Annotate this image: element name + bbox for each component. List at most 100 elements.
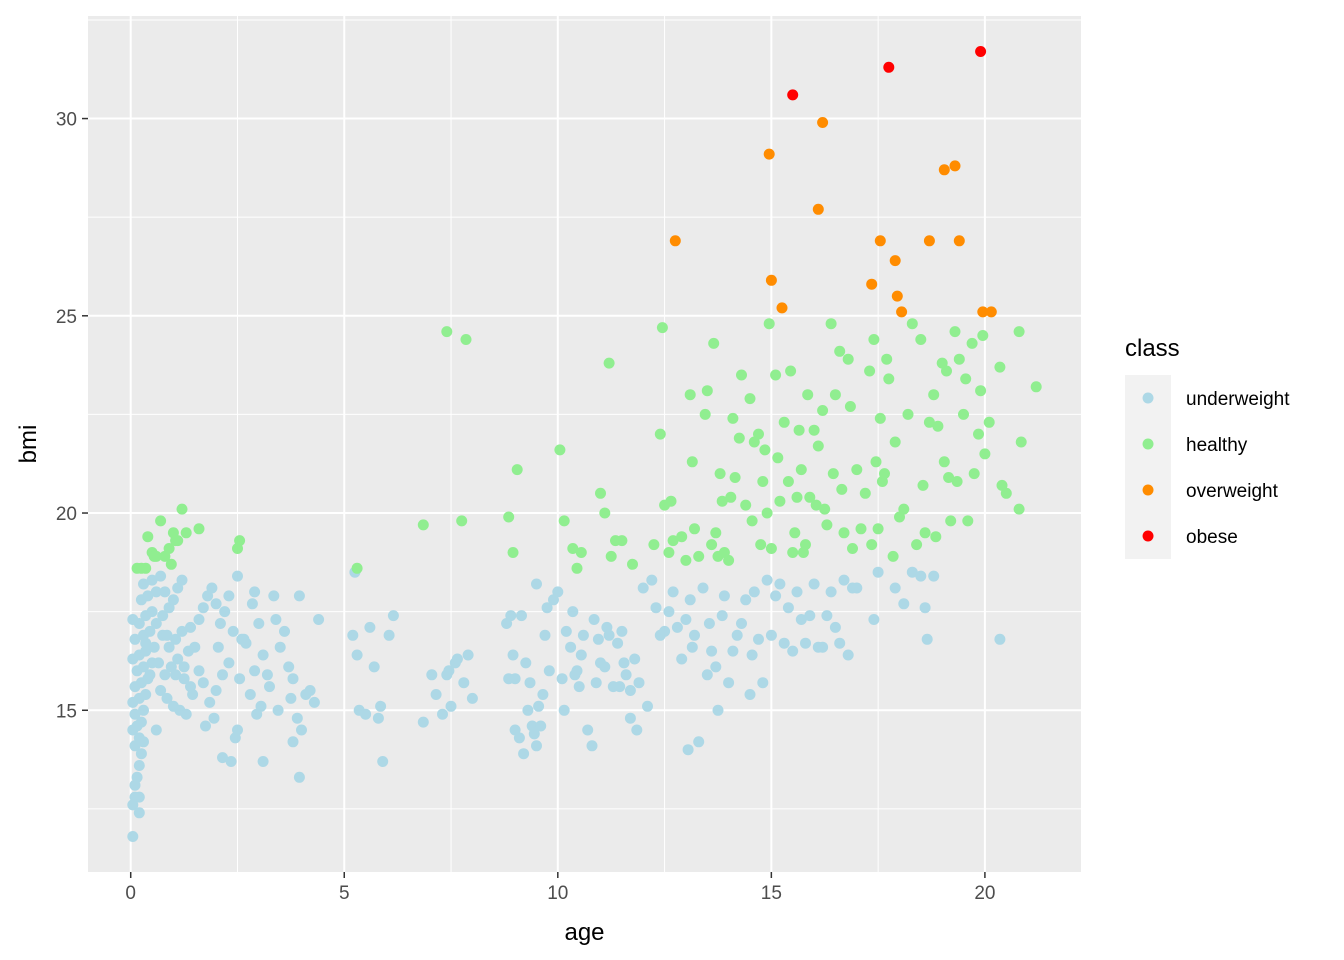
data-point-underweight (140, 637, 152, 649)
data-point-underweight (197, 677, 209, 689)
data-point-healthy (148, 550, 160, 562)
data-point-healthy (759, 444, 771, 456)
data-point-underweight (204, 696, 216, 708)
data-point-underweight (176, 574, 188, 586)
data-point-underweight (133, 760, 145, 771)
data-point-healthy (706, 539, 718, 551)
data-point-underweight (157, 610, 169, 622)
data-point-underweight (150, 618, 162, 629)
data-point-underweight (718, 590, 730, 602)
data-point-underweight (210, 598, 222, 610)
data-point-underweight (588, 614, 600, 625)
data-point-underweight (682, 744, 694, 756)
data-point-overweight (765, 274, 777, 286)
data-point-healthy (193, 523, 205, 535)
data-point-underweight (716, 610, 728, 622)
data-point-healthy (456, 515, 468, 527)
data-point-healthy (994, 361, 1006, 373)
data-point-underweight (274, 641, 286, 653)
data-point-underweight (821, 610, 833, 622)
data-point-underweight (906, 566, 918, 578)
data-point-obese (975, 46, 987, 57)
data-point-underweight (227, 625, 239, 637)
data-point-underweight (616, 625, 628, 637)
data-point-underweight (212, 641, 224, 653)
data-point-underweight (573, 681, 585, 693)
data-point-healthy (879, 468, 890, 480)
data-point-underweight (612, 637, 624, 649)
data-point-underweight (150, 586, 162, 598)
y-tick-label: 15 (56, 701, 77, 722)
data-point-healthy (844, 401, 856, 412)
data-point-underweight (387, 610, 399, 622)
data-point-underweight (264, 681, 275, 693)
data-point-underweight (383, 629, 395, 641)
data-point-healthy (441, 326, 453, 338)
axis-ticks: 0 5 10 15 20 15 20 25 30 (56, 110, 996, 904)
data-points (127, 46, 1042, 842)
data-point-underweight (509, 673, 521, 685)
data-point-healthy (460, 334, 472, 345)
data-point-underweight (624, 685, 636, 696)
data-point-underweight (507, 649, 519, 661)
data-point-healthy (866, 539, 878, 551)
data-point-healthy (503, 511, 515, 523)
data-point-underweight (163, 641, 175, 653)
data-point-healthy (911, 539, 923, 551)
data-point-underweight (650, 602, 662, 614)
data-point-underweight (710, 661, 722, 673)
data-point-underweight (138, 578, 149, 590)
data-point-healthy (716, 495, 728, 507)
data-point-healthy (605, 550, 617, 562)
data-point-underweight (804, 610, 816, 622)
data-point-underweight (748, 586, 760, 598)
data-point-underweight (994, 633, 1006, 645)
data-point-healthy (693, 550, 705, 562)
data-point-healthy (859, 487, 871, 499)
data-point-underweight (761, 574, 773, 586)
data-point-healthy (176, 503, 188, 515)
data-point-underweight (287, 673, 299, 685)
data-point-underweight (631, 724, 643, 736)
data-point-underweight (842, 649, 854, 661)
data-point-healthy (778, 416, 790, 428)
data-point-underweight (232, 724, 243, 736)
data-point-healthy (761, 507, 773, 519)
data-point-healthy (827, 468, 839, 480)
data-point-healthy (842, 353, 854, 365)
data-point-healthy (163, 543, 175, 554)
data-point-underweight (919, 602, 931, 614)
data-point-underweight (176, 625, 188, 637)
data-point-healthy (821, 519, 833, 531)
data-point-overweight (763, 148, 775, 160)
data-point-underweight (723, 677, 735, 689)
data-point-underweight (445, 700, 457, 712)
data-point-underweight (537, 689, 549, 700)
data-point-underweight (232, 570, 243, 582)
data-point-underweight (129, 708, 141, 720)
data-point-overweight (776, 302, 788, 314)
data-point-healthy (953, 353, 965, 365)
data-point-underweight (838, 574, 850, 586)
data-point-healthy (667, 535, 679, 547)
data-point-underweight (249, 586, 261, 598)
data-point-underweight (516, 610, 527, 622)
data-point-underweight (642, 700, 653, 712)
data-point-healthy (733, 432, 745, 444)
data-point-healthy (958, 408, 969, 420)
data-point-healthy (676, 531, 688, 543)
data-point-underweight (528, 728, 540, 740)
data-point-healthy (932, 420, 944, 432)
data-point-underweight (178, 673, 190, 685)
data-point-underweight (659, 625, 671, 637)
data-point-healthy (919, 527, 931, 539)
data-point-underweight (808, 578, 820, 590)
data-point-underweight (148, 641, 160, 653)
data-point-underweight (571, 665, 583, 677)
data-point-underweight (817, 641, 829, 653)
data-point-healthy (962, 515, 974, 527)
data-point-healthy (729, 472, 741, 483)
data-point-underweight (135, 716, 147, 728)
data-point-healthy (810, 499, 822, 511)
data-point-healthy (770, 369, 782, 381)
